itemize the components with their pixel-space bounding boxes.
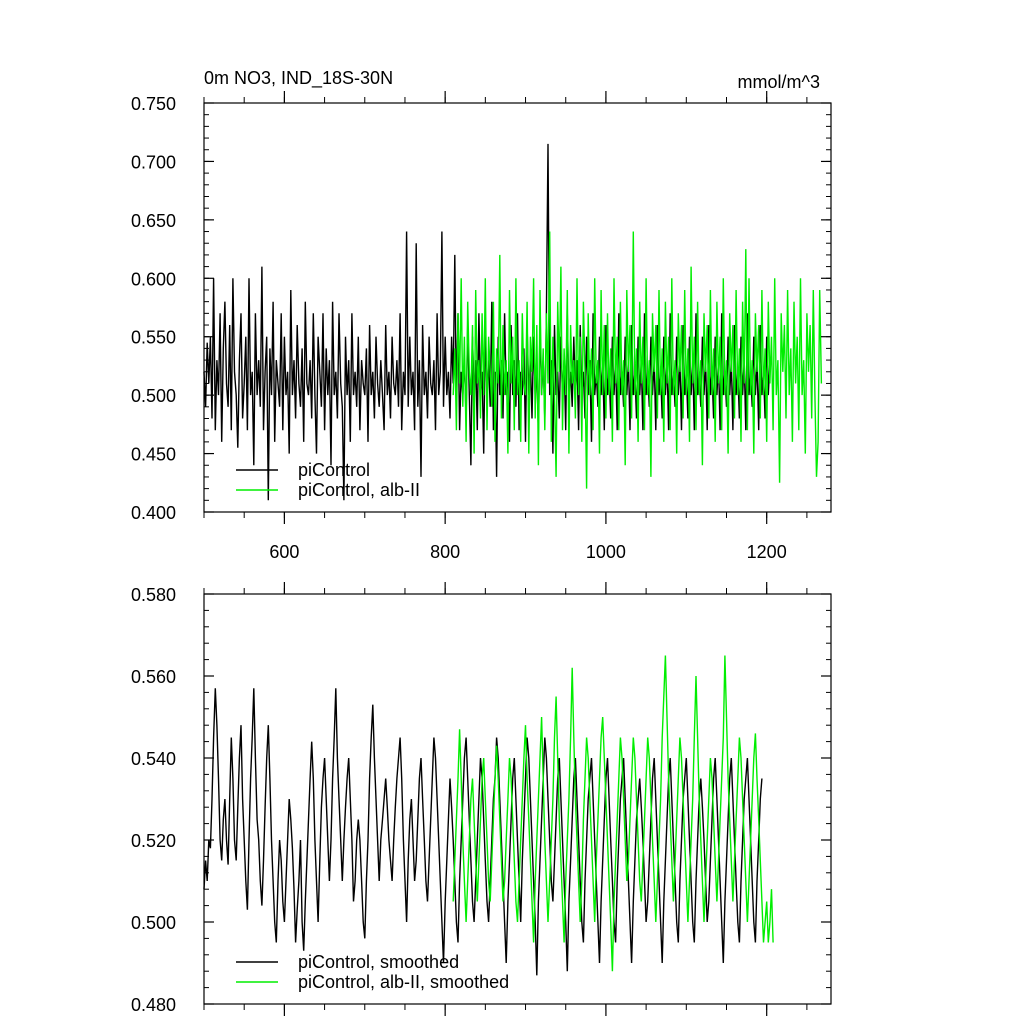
units-label: mmol/m^3 [738,72,820,92]
chart-title: 0m NO3, IND_18S-30N [204,68,393,89]
y-tick-label: 0.480 [131,995,176,1015]
series-line-alb-ii [452,655,774,972]
legend-label: piControl, alb-II, smoothed [298,972,509,992]
bottom-panel: 0.480 0.500 0.520 0.540 0.560 0.580 piControl,… [131,582,832,1016]
x-tick-label: 1000 [586,542,626,562]
y-tick-label: 0.540 [131,749,176,769]
plot-frame [203,102,832,513]
x-tick-label: 600 [269,542,299,562]
y-tick-label: 0.400 [131,503,176,523]
legend-label: piControl, alb-II [298,480,420,500]
x-tick-label: 1200 [747,542,787,562]
legend-label: piControl [298,460,370,480]
y-tick-label: 0.750 [131,94,176,114]
y-tick-label: 0.560 [131,667,176,687]
y-tick-label: 0.580 [131,585,176,605]
plot-frame [203,593,832,1005]
y-tick-label: 0.520 [131,831,176,851]
legend-label: piControl, smoothed [298,952,459,972]
y-tick-label: 0.550 [131,328,176,348]
y-tick-label: 0.650 [131,211,176,231]
y-tick-label: 0.500 [131,386,176,406]
y-tick-label: 0.500 [131,913,176,933]
top-panel: 0.400 0.450 0.500 0.550 0.600 0.650 0.700 0.750… [131,91,832,562]
x-tick-label: 800 [430,542,460,562]
y-tick-label: 0.600 [131,269,176,289]
y-tick-label: 0.450 [131,445,176,465]
series-line-picontrol [203,688,763,976]
y-tick-label: 0.700 [131,152,176,172]
series-line-alb-ii [452,231,823,489]
